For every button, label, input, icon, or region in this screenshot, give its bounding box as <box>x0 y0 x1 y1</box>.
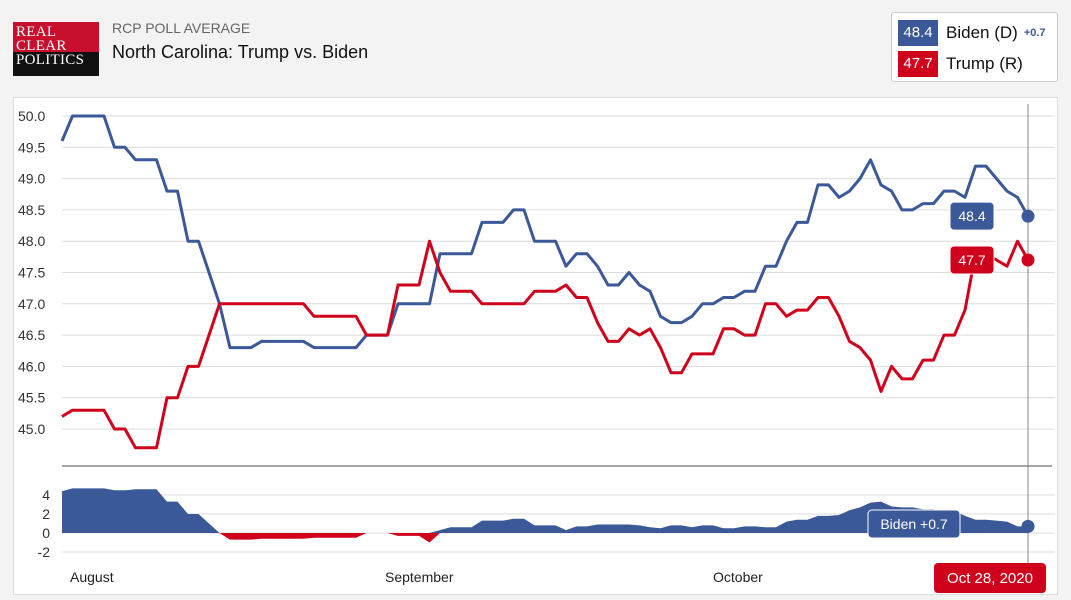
spread-badge[interactable]: Biden +0.7 <box>867 509 961 539</box>
date-badge[interactable]: Oct 28, 2020 <box>934 563 1046 593</box>
legend-biden-spread: +0.7 <box>1023 27 1046 39</box>
biden-value-badge-text: 48.4 <box>958 208 985 224</box>
legend-biden-name: Biden (D) <box>946 23 1018 42</box>
legend-trump[interactable]: 47.7 Trump (R) <box>898 51 1023 77</box>
chart-subtitle: RCP POLL AVERAGE <box>112 20 251 36</box>
logo-text: REAL CLEAR POLITICS <box>16 24 85 68</box>
legend-biden-value: 48.4 <box>898 20 938 46</box>
trump-line[interactable] <box>61 239 1030 450</box>
legend-trump-name: Trump (R) <box>946 54 1023 73</box>
x-axis-label: September <box>385 569 454 585</box>
trump-value-badge-text: 47.7 <box>958 252 985 268</box>
x-axis-label: August <box>70 569 114 585</box>
biden-value-badge-box <box>949 201 995 231</box>
biden-end-marker[interactable] <box>1021 209 1035 223</box>
spread-badge-text: Biden +0.7 <box>880 516 948 532</box>
date-badge-box <box>934 563 1046 593</box>
y-tick-label: 49.5 <box>18 139 45 155</box>
spread-badge-box <box>867 509 961 539</box>
y-tick-label: 48.5 <box>18 202 45 218</box>
rcp-logo[interactable]: REAL CLEAR POLITICS <box>13 22 99 76</box>
trump-end-marker[interactable] <box>1021 253 1035 267</box>
y-tick-label: 47.0 <box>18 296 45 312</box>
spread-tick-label: -2 <box>38 544 51 560</box>
y-tick-label: 45.5 <box>18 390 45 406</box>
y-tick-label: 50.0 <box>18 108 45 124</box>
date-badge-text: Oct 28, 2020 <box>947 570 1033 587</box>
y-tick-label: 45.0 <box>18 421 45 437</box>
legend-trump-value: 47.7 <box>898 51 938 77</box>
y-tick-label: 47.5 <box>18 265 45 281</box>
spread-area-biden[interactable] <box>62 488 1028 533</box>
spread-tick-label: 0 <box>42 525 50 541</box>
spread-tick-label: 4 <box>42 487 50 503</box>
legend-biden[interactable]: 48.4 Biden (D) +0.7 <box>898 20 1046 46</box>
x-axis-label: October <box>713 569 763 585</box>
y-tick-label: 46.5 <box>18 327 45 343</box>
y-tick-label: 49.0 <box>18 171 45 187</box>
y-tick-label: 46.0 <box>18 358 45 374</box>
legend: 48.4 Biden (D) +0.7 47.7 Trump (R) <box>891 12 1058 82</box>
trump-value-badge[interactable]: 47.7 <box>949 245 995 275</box>
biden-line[interactable] <box>60 114 1030 350</box>
spread-tick-label: 2 <box>42 506 50 522</box>
chart-title: North Carolina: Trump vs. Biden <box>112 42 369 62</box>
y-tick-label: 48.0 <box>18 233 45 249</box>
biden-value-badge[interactable]: 48.4 <box>949 201 995 231</box>
spread-area-trump[interactable] <box>62 533 1028 543</box>
spread-end-marker[interactable] <box>1021 519 1035 533</box>
trump-value-badge-box <box>949 245 995 275</box>
